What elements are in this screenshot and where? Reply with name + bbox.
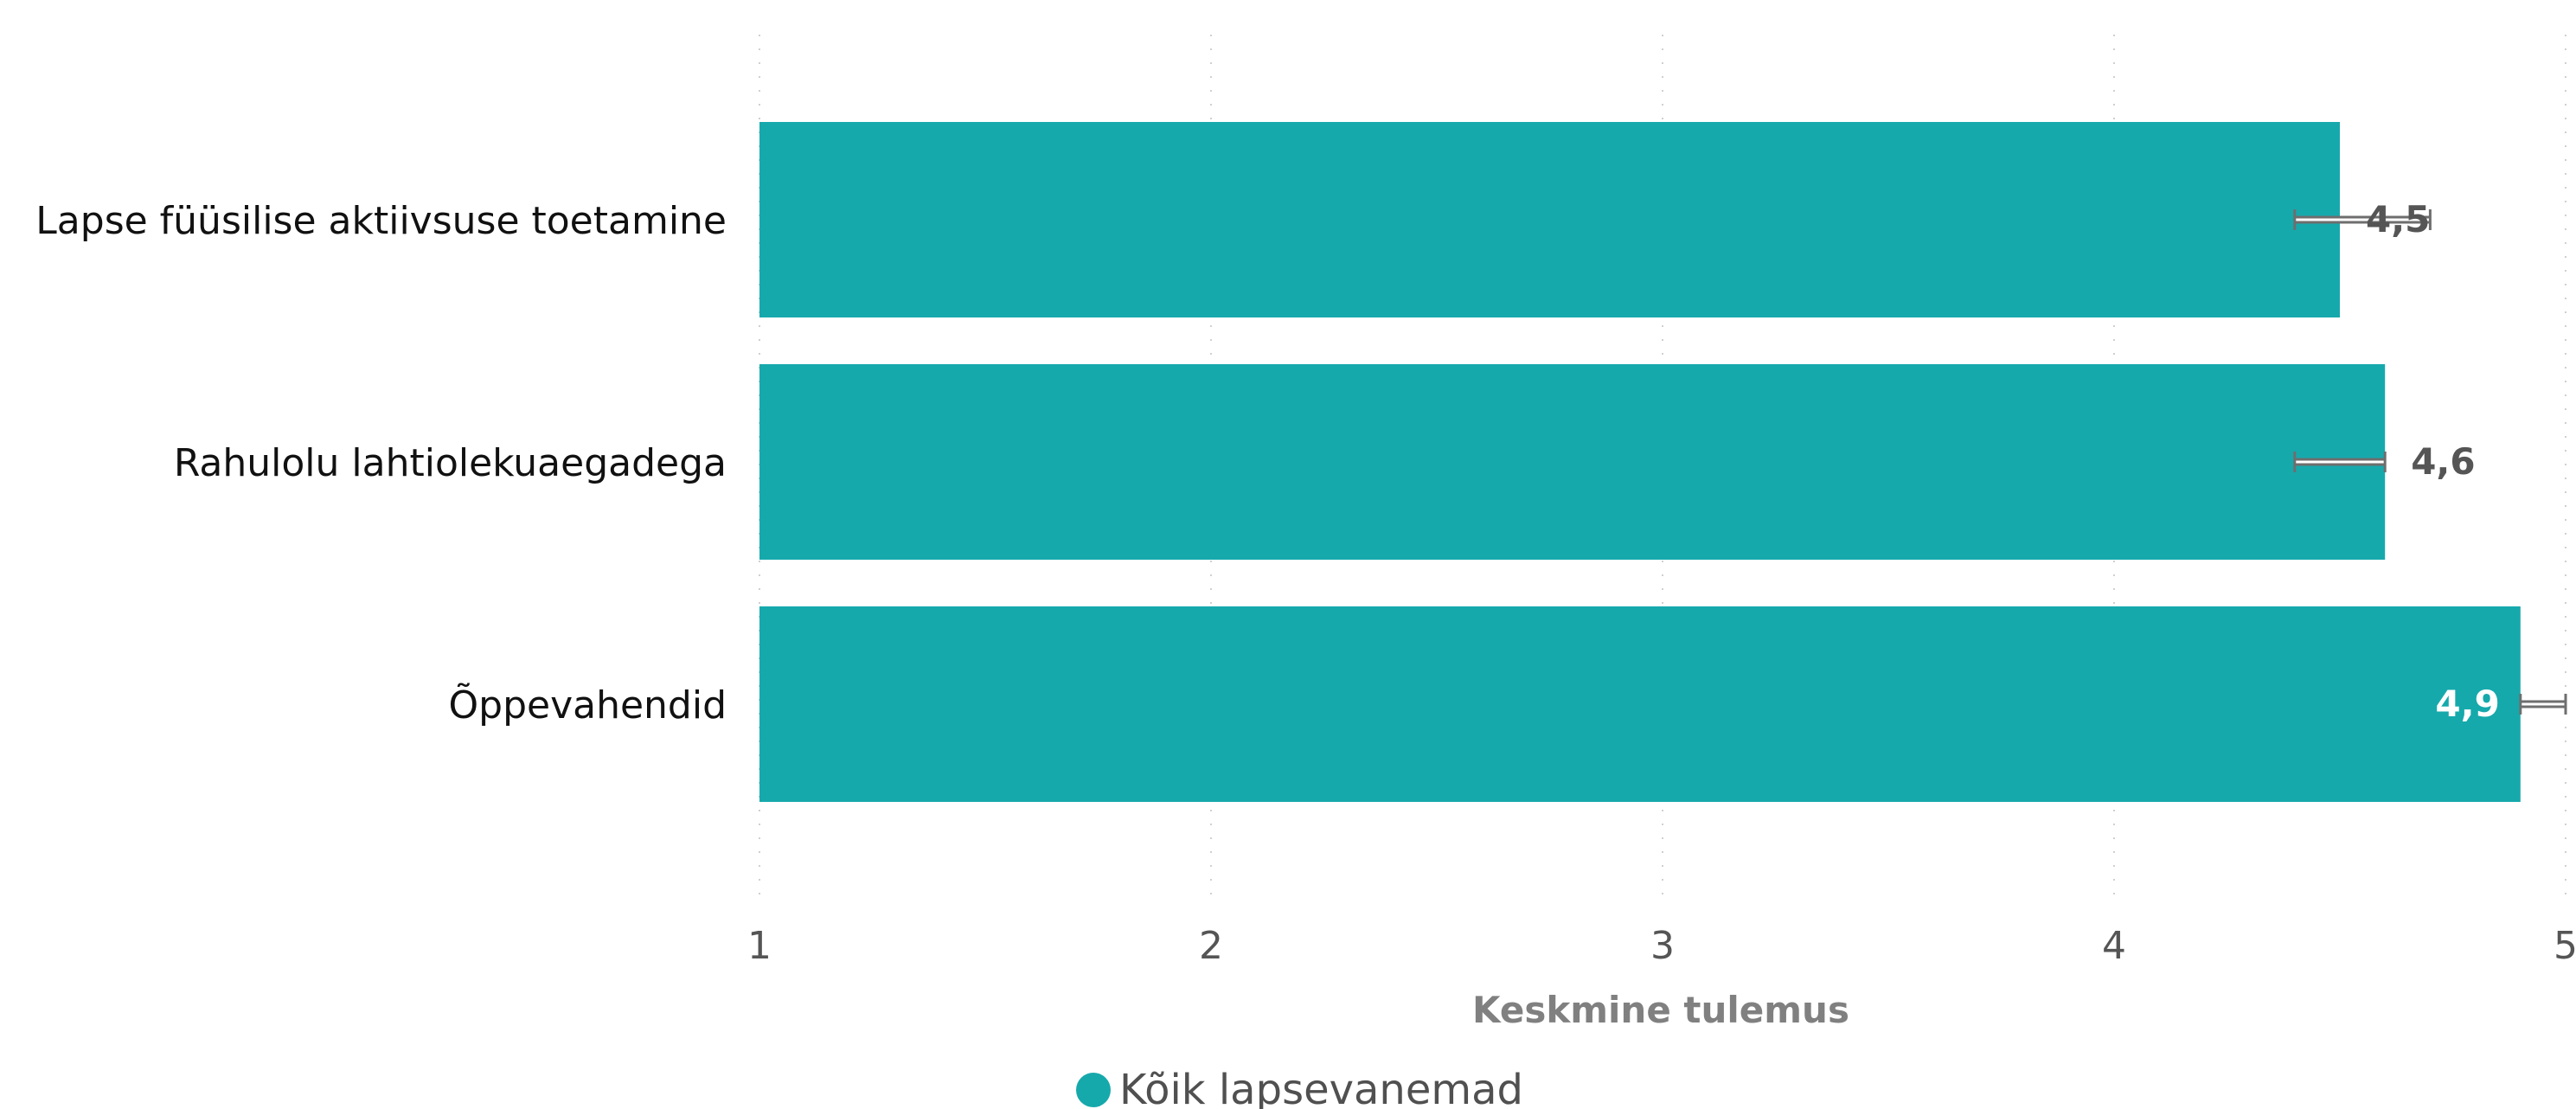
x-tick-label: 1 <box>747 924 772 968</box>
data-labels: 4,5 4,6 4,9 <box>2366 198 2500 725</box>
x-axis-title: Keskmine tulemus <box>1472 989 1849 1031</box>
bar <box>759 606 2521 802</box>
error-bar <box>2293 209 2432 230</box>
x-tick-label: 3 <box>1650 924 1675 968</box>
legend-swatch <box>1076 1073 1111 1107</box>
bar <box>759 122 2340 317</box>
x-axis-ticks: 1 2 3 4 5 <box>747 924 2576 968</box>
x-tick-label: 2 <box>1199 924 1223 968</box>
x-tick-label: 4 <box>2102 924 2126 968</box>
legend-item-label: Kõik lapsevanemad <box>1119 1066 1523 1109</box>
legend: Kõik lapsevanemad <box>1076 1066 1523 1109</box>
bars <box>759 122 2521 802</box>
category-labels: Lapse füüsilise aktiivsuse toetamine Rahu… <box>35 199 727 728</box>
data-label: 4,5 <box>2366 198 2430 240</box>
error-bar <box>2519 694 2567 715</box>
data-label: 4,9 <box>2435 683 2499 725</box>
error-bar <box>2293 452 2387 472</box>
error-bars <box>2293 209 2567 715</box>
category-label: Õppevahendid <box>449 683 727 728</box>
x-tick-label: 5 <box>2554 924 2576 968</box>
category-label: Rahulolu lahtiolekuaegadega <box>174 441 727 485</box>
bar <box>759 364 2386 560</box>
category-label: Lapse füüsilise aktiivsuse toetamine <box>35 199 727 243</box>
data-label: 4,6 <box>2411 440 2475 483</box>
